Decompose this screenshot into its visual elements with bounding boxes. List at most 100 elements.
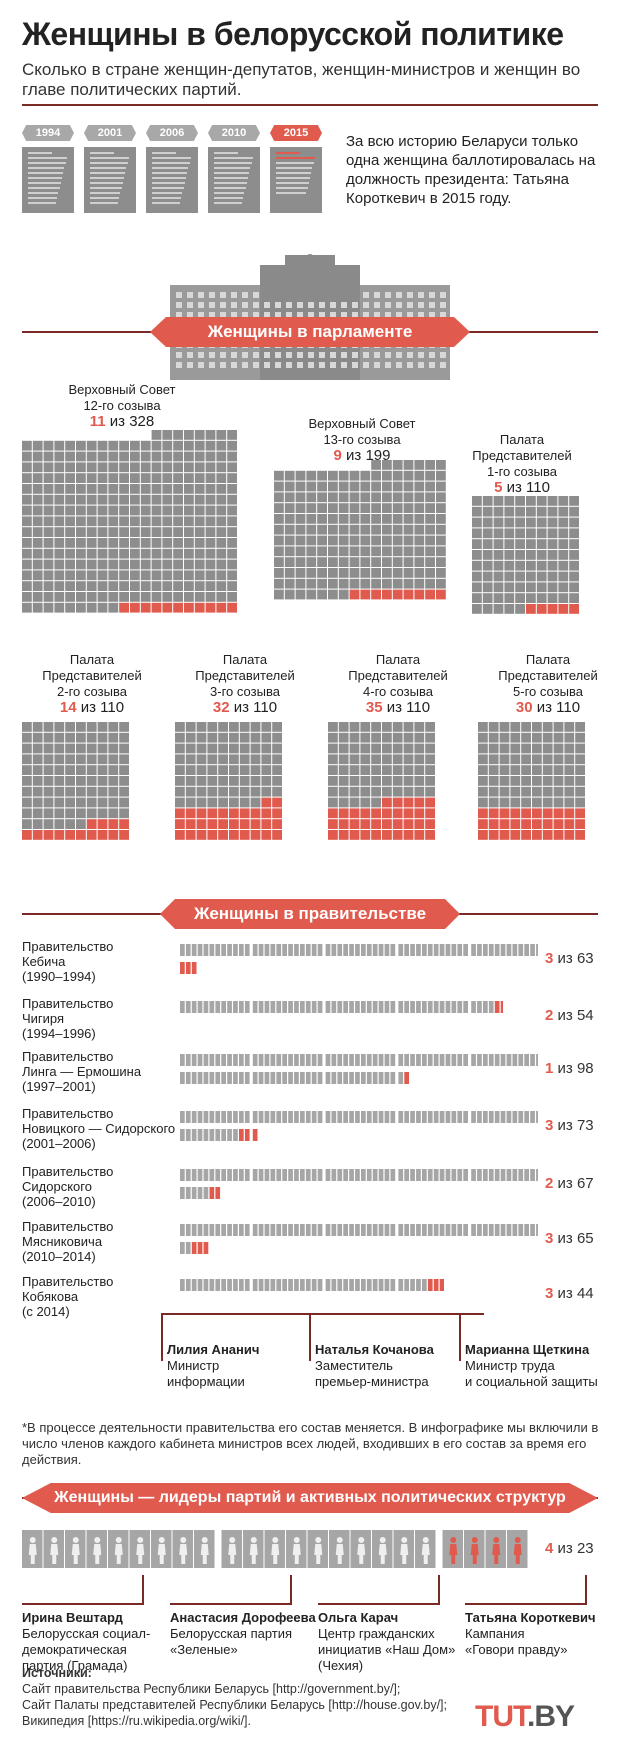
minister [191,1001,197,1013]
man-seat [284,557,295,567]
man-seat [526,528,536,539]
man-seat [162,538,173,548]
man-seat [140,440,151,451]
minister [457,1224,463,1236]
government-label: Правительство Кебича (1990–1994) [22,939,113,984]
minister [180,1279,185,1291]
leader-role: (Чехия) [318,1658,364,1673]
woman-leader-icon [470,1537,479,1564]
woman-seat [43,830,54,840]
man-seat [436,514,446,524]
leader-icon [136,1537,145,1564]
man-seat [488,786,499,797]
man-seat [425,460,435,470]
man-seat [274,481,284,492]
woman-seat [328,830,338,840]
women-count: 11 [89,413,106,430]
man-seat [239,743,250,754]
man-seat [194,592,205,602]
man-seat [499,754,510,765]
woman-seat [488,819,499,829]
man-seat [558,528,569,539]
man-seat [482,582,493,593]
man-seat [194,570,205,581]
minister [445,1054,451,1066]
parliament-building-icon [170,254,450,380]
man-seat [218,722,228,732]
minister [300,1054,305,1066]
man-seat [162,473,173,483]
man-seat [207,776,218,786]
women-count: 1 [545,1060,554,1077]
sources-title: Источники: [22,1666,92,1680]
man-seat [274,470,284,481]
minister [252,1111,258,1123]
government-name-line: (1990–1994) [22,969,96,984]
minister-role: премьер-министра [315,1374,429,1389]
minister [445,1111,451,1123]
man-seat [382,492,392,503]
minister [221,1001,226,1013]
man-seat [22,484,32,494]
man-seat [130,473,140,483]
minister-role: Министр труда [465,1358,555,1373]
man-seat [216,430,227,440]
man-seat [504,506,515,517]
minister [410,1224,415,1236]
man-seat [130,505,140,516]
man-seat [194,440,205,451]
count-sep: из [553,1175,577,1192]
man-seat [54,808,65,819]
man-seat [317,568,327,578]
man-seat [482,496,493,506]
man-seat [392,460,403,470]
parties-section-title: Женщины — лидеры партий и активных полит… [22,1483,598,1513]
woman-minister [197,1242,203,1254]
man-seat [472,550,482,560]
man-seat [425,503,435,513]
man-seat [216,473,227,483]
total-count: 199 [365,447,391,464]
minister [252,1169,258,1181]
man-seat [218,786,228,797]
man-seat [328,514,338,524]
leader-role: «Зеленые» [170,1642,238,1657]
man-seat [22,516,32,527]
man-seat [108,494,119,505]
man-seat [151,527,162,537]
minister [477,1169,482,1181]
woman-seat [227,602,237,613]
man-seat [43,732,54,743]
woman-seat [194,602,205,613]
woman-seat [65,830,75,840]
man-seat [504,604,515,614]
man-seat [119,776,129,786]
man-seat [43,808,54,819]
man-seat [317,514,327,524]
man-seat [564,765,575,775]
man-seat [349,470,360,481]
government-label: Правительство Линга — Ермошина (1997–2001) [22,1049,141,1094]
man-seat [194,581,205,591]
parliament-name-line: Палата [69,652,115,667]
man-seat [382,776,392,786]
man-seat [382,546,392,557]
minister [410,944,415,956]
leader-role: Белорусская социал- [22,1626,151,1641]
leader-icon [114,1537,123,1564]
man-seat [504,539,515,549]
total-count: 67 [576,1175,594,1192]
woman-seat [532,830,542,840]
minister [215,1169,221,1181]
minister [215,1224,221,1236]
man-seat [349,765,360,775]
minister [506,1169,512,1181]
man-seat [119,484,129,494]
minister [276,1111,282,1123]
leader-icon [228,1537,237,1564]
man-seat [569,539,579,549]
leader-icon [292,1537,301,1564]
man-seat [32,722,43,732]
man-seat [151,484,162,494]
minister [288,1001,293,1013]
